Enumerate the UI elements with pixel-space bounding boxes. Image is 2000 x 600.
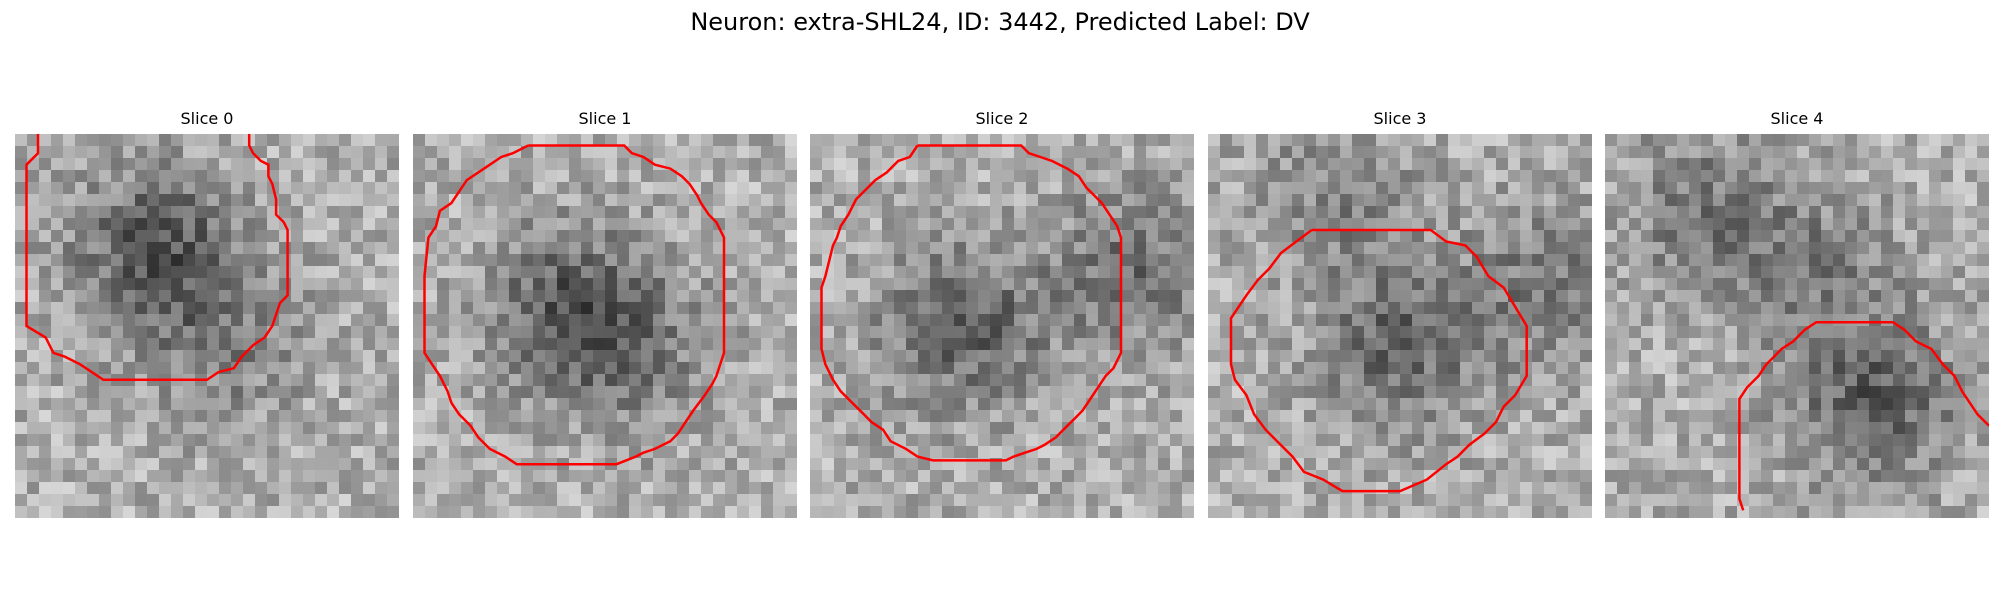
neuron-contour	[423, 144, 726, 466]
panel-title-slice-2: Slice 2	[975, 109, 1029, 128]
slice-1-image	[413, 134, 797, 518]
slice-1-panel	[413, 134, 797, 518]
panel-title-slice-3: Slice 3	[1373, 109, 1427, 128]
panel-title-slice-4: Slice 4	[1770, 109, 1824, 128]
slice-2-image	[810, 134, 1194, 518]
figure-title: Neuron: extra-SHL24, ID: 3442, Predicted…	[690, 8, 1310, 36]
slice-0-panel	[15, 134, 399, 518]
slice-0-image	[15, 134, 399, 518]
slice-4-image	[1605, 134, 1989, 518]
panel-title-slice-1: Slice 1	[578, 109, 632, 128]
panel-title-slice-0: Slice 0	[180, 109, 234, 128]
neuron-contour	[1229, 228, 1528, 493]
slice-3-panel	[1208, 134, 1592, 518]
slice-2-panel	[810, 134, 1194, 518]
neuron-contour	[1738, 320, 1989, 511]
slice-4-panel	[1605, 134, 1989, 518]
neuron-contour	[25, 134, 289, 382]
slice-3-image	[1208, 134, 1592, 518]
neuron-contour	[820, 144, 1123, 462]
